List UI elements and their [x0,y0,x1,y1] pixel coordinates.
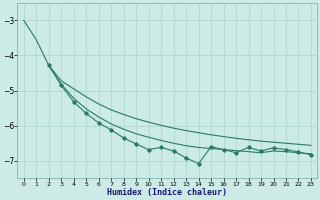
X-axis label: Humidex (Indice chaleur): Humidex (Indice chaleur) [108,188,228,197]
